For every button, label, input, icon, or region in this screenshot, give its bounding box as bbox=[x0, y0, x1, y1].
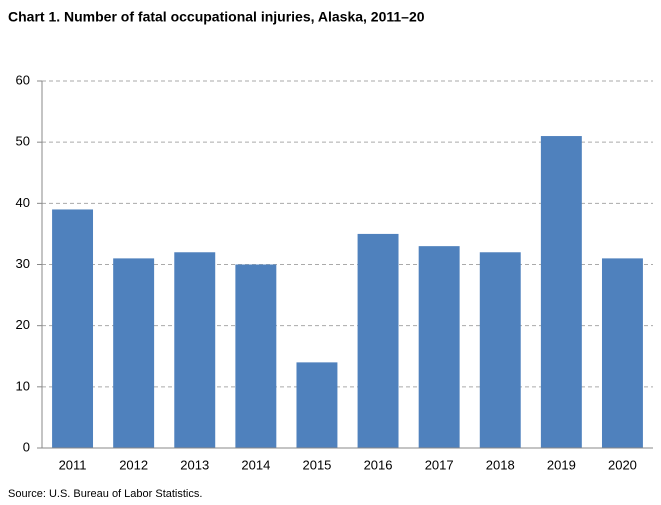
y-tick-label: 0 bbox=[23, 439, 30, 454]
bar bbox=[601, 258, 643, 448]
bar bbox=[296, 362, 338, 448]
bar bbox=[357, 233, 399, 448]
bar bbox=[418, 246, 460, 448]
x-tick-label: 2015 bbox=[302, 457, 331, 472]
x-tick-label: 2013 bbox=[180, 457, 209, 472]
x-tick-label: 2016 bbox=[364, 457, 393, 472]
chart-title: Chart 1. Number of fatal occupational in… bbox=[8, 9, 425, 25]
bar bbox=[52, 209, 94, 448]
x-tick-label: 2012 bbox=[119, 457, 148, 472]
y-tick-label: 30 bbox=[16, 256, 30, 271]
x-tick-label: 2020 bbox=[608, 457, 637, 472]
bar bbox=[540, 136, 582, 449]
y-tick-label: 50 bbox=[16, 134, 30, 149]
bar bbox=[113, 258, 155, 448]
y-tick-label: 10 bbox=[16, 378, 30, 393]
y-tick-label: 40 bbox=[16, 195, 30, 210]
bar bbox=[174, 252, 216, 448]
bar bbox=[235, 264, 277, 448]
source-note: Source: U.S. Bureau of Labor Statistics. bbox=[8, 488, 202, 500]
x-tick-label: 2017 bbox=[425, 457, 454, 472]
y-tick-label: 20 bbox=[16, 317, 30, 332]
bar bbox=[479, 252, 521, 448]
x-tick-label: 2018 bbox=[486, 457, 515, 472]
y-tick-label: 60 bbox=[16, 72, 30, 87]
x-tick-label: 2019 bbox=[547, 457, 576, 472]
x-tick-label: 2014 bbox=[241, 457, 270, 472]
x-tick-label: 2011 bbox=[59, 457, 87, 472]
